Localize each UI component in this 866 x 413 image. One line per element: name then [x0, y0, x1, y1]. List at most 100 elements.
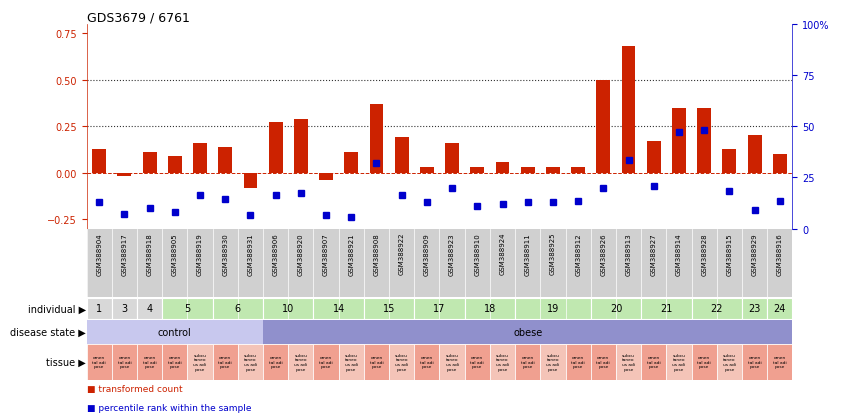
Bar [370, 104, 384, 173]
Text: 21: 21 [660, 304, 673, 314]
Text: omen
tal adi
pose: omen tal adi pose [118, 355, 132, 368]
Bar [137, 298, 162, 319]
Bar [414, 344, 439, 380]
Bar [263, 298, 313, 319]
Bar [697, 108, 711, 173]
Bar [93, 149, 107, 173]
Text: 10: 10 [282, 304, 294, 314]
Text: GSM388922: GSM388922 [398, 233, 404, 275]
Bar [238, 344, 263, 380]
Bar [439, 344, 465, 380]
Bar [470, 168, 484, 173]
Text: GSM388906: GSM388906 [273, 233, 279, 275]
Bar [112, 298, 137, 319]
Bar [672, 108, 686, 173]
Text: GSM388931: GSM388931 [248, 233, 254, 275]
Bar [87, 320, 263, 344]
Bar [420, 168, 434, 173]
Bar [722, 149, 736, 173]
Text: subcu
taneo
us adi
pose: subcu taneo us adi pose [193, 353, 207, 371]
Text: GSM388919: GSM388919 [197, 233, 203, 275]
Bar [339, 344, 364, 380]
Text: GSM388913: GSM388913 [625, 233, 631, 275]
Bar [364, 344, 389, 380]
Bar [515, 298, 591, 319]
Bar [616, 344, 641, 380]
Text: GSM388929: GSM388929 [752, 233, 758, 275]
Bar [193, 144, 207, 173]
Bar [490, 344, 515, 380]
Text: omen
tal adi
pose: omen tal adi pose [93, 355, 106, 368]
Text: subcu
taneo
us adi
pose: subcu taneo us adi pose [445, 353, 459, 371]
Text: omen
tal adi
pose: omen tal adi pose [470, 355, 484, 368]
Text: tissue ▶: tissue ▶ [47, 357, 86, 367]
Bar [143, 153, 157, 173]
Text: GSM388911: GSM388911 [525, 233, 531, 275]
Text: GSM388927: GSM388927 [650, 233, 656, 275]
Bar [243, 173, 257, 188]
Bar [288, 344, 313, 380]
Bar [641, 298, 692, 319]
Bar [263, 320, 792, 344]
Text: 20: 20 [610, 304, 622, 314]
Text: GSM388914: GSM388914 [676, 233, 682, 275]
Bar [263, 344, 288, 380]
Bar [162, 344, 187, 380]
Bar [742, 298, 767, 319]
Bar [565, 344, 591, 380]
Text: GSM388915: GSM388915 [727, 233, 733, 275]
Text: GSM388907: GSM388907 [323, 233, 329, 275]
Text: subcu
taneo
us adi
pose: subcu taneo us adi pose [244, 353, 257, 371]
Bar [294, 119, 307, 173]
Text: individual ▶: individual ▶ [28, 304, 86, 314]
Bar [364, 298, 414, 319]
Text: GSM388921: GSM388921 [348, 233, 354, 275]
Text: 14: 14 [333, 304, 345, 314]
Text: omen
tal adi
pose: omen tal adi pose [572, 355, 585, 368]
Text: 5: 5 [184, 304, 191, 314]
Bar [345, 153, 359, 173]
Bar [692, 298, 742, 319]
Bar [641, 344, 666, 380]
Text: subcu
taneo
us adi
pose: subcu taneo us adi pose [672, 353, 686, 371]
Text: GSM388909: GSM388909 [423, 233, 430, 275]
Text: 24: 24 [773, 304, 786, 314]
Text: omen
tal adi
pose: omen tal adi pose [218, 355, 232, 368]
Bar [313, 298, 364, 319]
Text: 3: 3 [121, 304, 127, 314]
Bar [118, 173, 132, 177]
Text: 15: 15 [383, 304, 395, 314]
Text: GSM388918: GSM388918 [146, 233, 152, 275]
Text: omen
tal adi
pose: omen tal adi pose [168, 355, 182, 368]
Bar [591, 298, 641, 319]
Bar [137, 344, 162, 380]
Text: GSM388904: GSM388904 [96, 233, 102, 275]
Text: control: control [158, 327, 191, 337]
Bar [647, 142, 661, 173]
Text: subcu
taneo
us adi
pose: subcu taneo us adi pose [723, 353, 736, 371]
Bar [168, 157, 182, 173]
Text: GSM388916: GSM388916 [777, 233, 783, 275]
Text: 4: 4 [146, 304, 152, 314]
Text: GSM388928: GSM388928 [701, 233, 708, 275]
Bar [515, 344, 540, 380]
Bar [692, 344, 717, 380]
Text: omen
tal adi
pose: omen tal adi pose [268, 355, 282, 368]
Text: omen
tal adi
pose: omen tal adi pose [697, 355, 711, 368]
Text: omen
tal adi
pose: omen tal adi pose [320, 355, 333, 368]
Text: GSM388908: GSM388908 [373, 233, 379, 275]
Text: omen
tal adi
pose: omen tal adi pose [420, 355, 434, 368]
Bar [772, 155, 786, 173]
Text: GSM388930: GSM388930 [223, 233, 229, 275]
Bar [520, 168, 534, 173]
Text: omen
tal adi
pose: omen tal adi pose [520, 355, 534, 368]
Text: GSM388910: GSM388910 [475, 233, 481, 275]
Text: 23: 23 [748, 304, 760, 314]
Text: subcu
taneo
us adi
pose: subcu taneo us adi pose [496, 353, 509, 371]
Text: subcu
taneo
us adi
pose: subcu taneo us adi pose [395, 353, 408, 371]
Bar [162, 298, 213, 319]
Bar [445, 144, 459, 173]
Bar [313, 344, 339, 380]
Bar [495, 162, 509, 173]
Text: omen
tal adi
pose: omen tal adi pose [597, 355, 611, 368]
